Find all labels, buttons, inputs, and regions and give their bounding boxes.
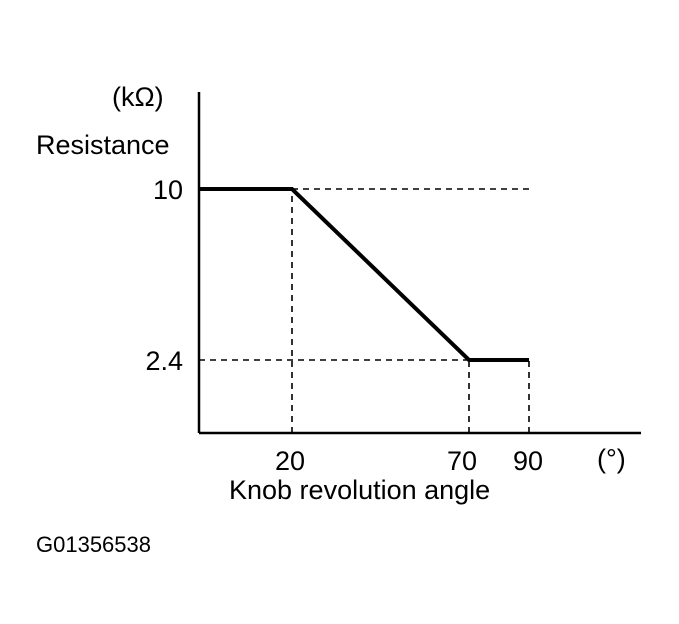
x-tick-label-20: 20 [275,446,305,476]
y-axis-unit: (kΩ) [112,82,164,112]
y-axis-label: Resistance [36,130,170,160]
y-tick-label-10: 10 [153,175,183,205]
figure-code: G01356538 [36,532,151,557]
x-tick-label-70: 70 [447,446,477,476]
reference-lines [199,188,530,433]
x-axis-label: Knob revolution angle [229,475,490,505]
x-tick-label-90: 90 [513,446,543,476]
x-axis-unit: (°) [597,444,626,474]
y-tick-label-2-4: 2.4 [145,346,183,376]
series-line-0 [199,187,529,362]
series-group [199,187,529,362]
